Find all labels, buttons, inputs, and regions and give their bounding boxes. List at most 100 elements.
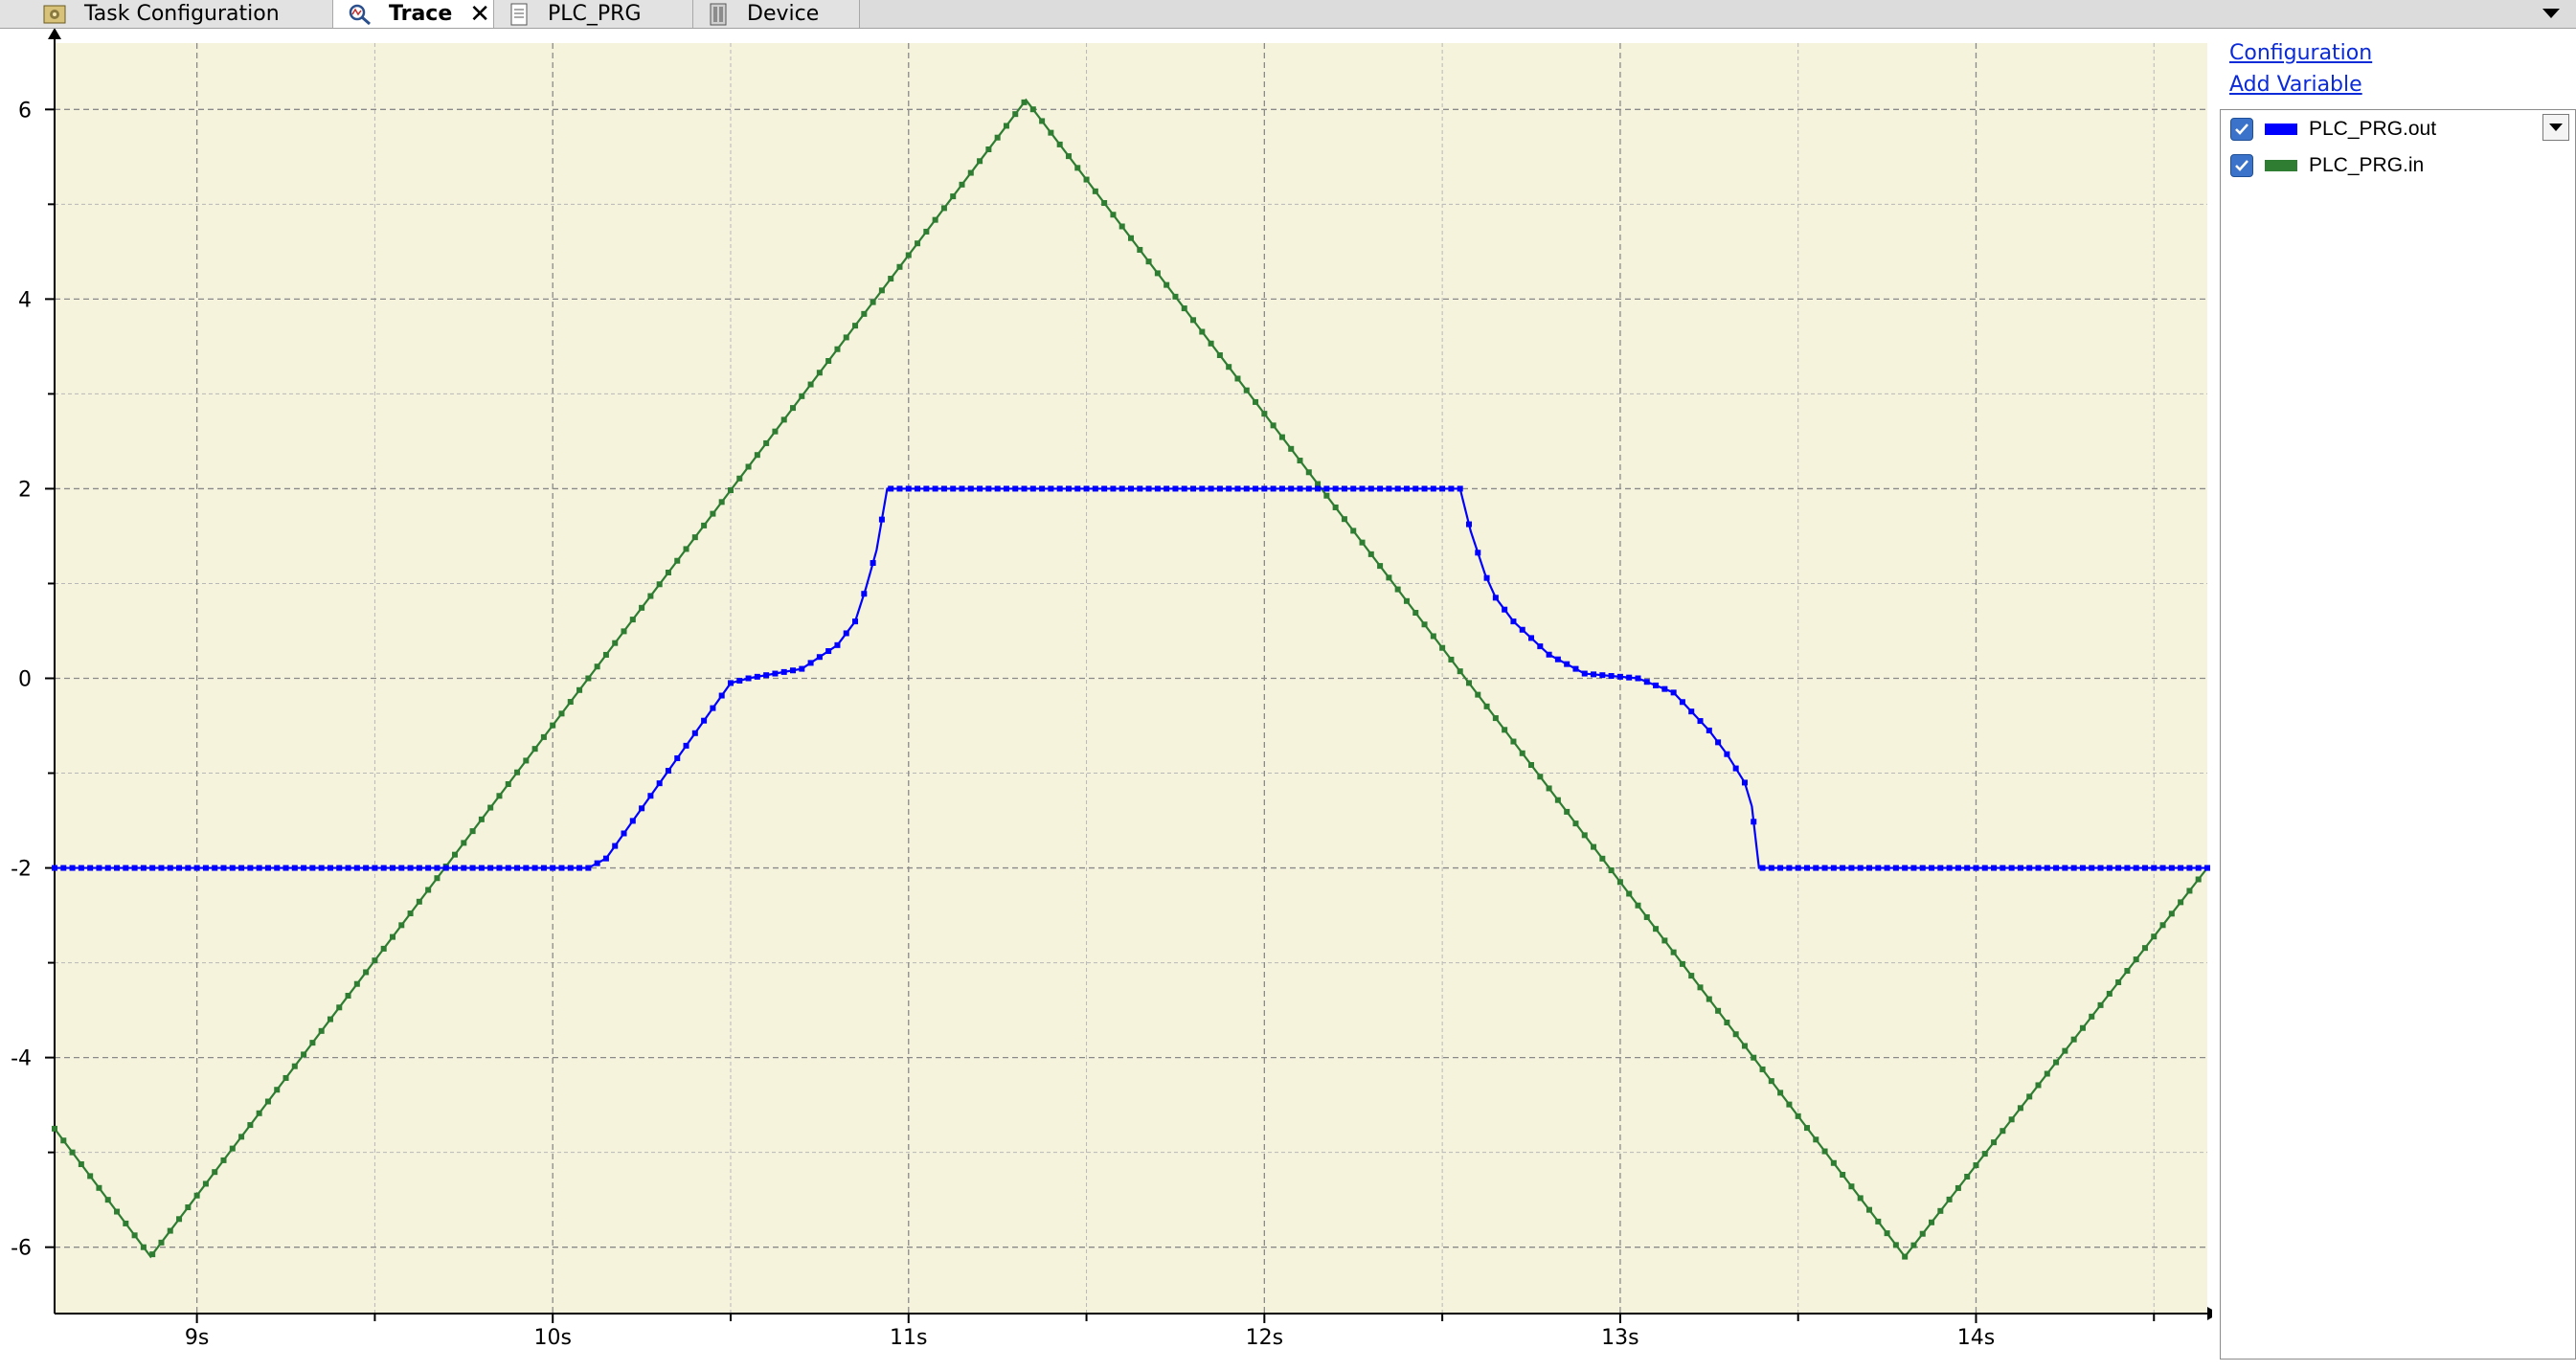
data-point bbox=[1564, 661, 1570, 667]
add-variable-link[interactable]: Add Variable bbox=[2229, 73, 2362, 97]
data-point bbox=[1679, 960, 1685, 967]
data-point bbox=[1350, 528, 1357, 534]
variable-label: PLC_PRG.in bbox=[2309, 154, 2425, 176]
data-point bbox=[1430, 485, 1436, 492]
data-point bbox=[372, 865, 378, 871]
trace-chart[interactable]: 9s 10s 11s 12s 13s 14s -6 -4 -2 0 2 4 6 bbox=[0, 29, 2212, 1371]
data-point bbox=[852, 323, 859, 329]
data-point bbox=[1216, 351, 1223, 358]
data-point bbox=[2035, 1082, 2042, 1089]
x-tick-label: 10s bbox=[533, 1326, 571, 1350]
data-point bbox=[1439, 644, 1446, 651]
data-point bbox=[1857, 865, 1864, 871]
data-point bbox=[2097, 1001, 2104, 1008]
data-point bbox=[1243, 387, 1250, 393]
data-point bbox=[1608, 673, 1615, 680]
data-point bbox=[967, 485, 974, 492]
data-point bbox=[888, 276, 894, 282]
tab-plc-prg[interactable]: PLC_PRG bbox=[494, 0, 693, 28]
data-point bbox=[1591, 843, 1597, 850]
data-point bbox=[131, 1232, 138, 1239]
data-point bbox=[496, 865, 503, 871]
data-point bbox=[2044, 1070, 2050, 1077]
variable-list: PLC_PRG.out PLC_PRG.in bbox=[2220, 109, 2576, 1360]
data-point bbox=[1190, 485, 1197, 492]
data-point bbox=[2168, 910, 2175, 917]
data-point bbox=[780, 668, 787, 675]
data-point bbox=[639, 805, 645, 812]
data-point bbox=[683, 742, 689, 749]
data-point bbox=[1092, 485, 1098, 492]
tab-device[interactable]: Device bbox=[693, 0, 860, 28]
tab-task-configuration[interactable]: Task Configuration bbox=[0, 0, 333, 28]
data-point bbox=[665, 768, 671, 775]
data-point bbox=[1919, 865, 1926, 871]
data-point bbox=[1110, 212, 1117, 218]
data-point bbox=[309, 865, 316, 871]
data-point bbox=[478, 865, 485, 871]
data-point bbox=[1643, 913, 1650, 920]
data-point bbox=[888, 485, 894, 492]
variable-row-in[interactable]: PLC_PRG.in bbox=[2230, 150, 2424, 181]
variable-row-out[interactable]: PLC_PRG.out bbox=[2230, 114, 2436, 145]
tab-label: Trace bbox=[389, 2, 453, 26]
data-point bbox=[567, 865, 574, 871]
data-point bbox=[1305, 485, 1312, 492]
data-point bbox=[2008, 1116, 2015, 1123]
document-icon bbox=[506, 3, 534, 26]
configuration-link[interactable]: Configuration bbox=[2229, 41, 2373, 65]
data-point bbox=[977, 158, 983, 165]
data-point bbox=[1137, 246, 1143, 253]
data-point bbox=[807, 381, 814, 388]
data-point bbox=[291, 1063, 298, 1069]
data-point bbox=[1937, 865, 1944, 871]
data-point bbox=[790, 667, 797, 674]
data-point bbox=[185, 865, 192, 871]
variable-checkbox[interactable] bbox=[2230, 118, 2253, 141]
data-point bbox=[834, 641, 841, 648]
data-point bbox=[1502, 727, 1508, 733]
variable-label: PLC_PRG.out bbox=[2309, 118, 2437, 140]
data-point bbox=[1315, 481, 1322, 487]
data-point bbox=[1929, 865, 1935, 871]
variable-checkbox[interactable] bbox=[2230, 154, 2253, 177]
data-point bbox=[87, 1173, 94, 1180]
data-point bbox=[1226, 364, 1232, 371]
data-point bbox=[1724, 1020, 1730, 1026]
y-tick-label: -6 bbox=[11, 1237, 32, 1261]
data-point bbox=[629, 818, 636, 824]
data-point bbox=[60, 1137, 67, 1144]
data-point bbox=[1821, 1148, 1828, 1155]
data-point bbox=[1830, 1159, 1837, 1166]
data-point bbox=[1465, 521, 1472, 528]
tab-list-dropdown-icon[interactable] bbox=[2540, 3, 2563, 24]
data-point bbox=[469, 828, 476, 835]
data-point bbox=[1661, 686, 1668, 692]
data-point bbox=[621, 628, 627, 635]
data-point bbox=[1813, 1136, 1819, 1143]
data-point bbox=[185, 1204, 192, 1211]
data-point bbox=[1964, 865, 1971, 871]
variable-options-dropdown-icon[interactable] bbox=[2542, 114, 2569, 141]
data-point bbox=[1554, 656, 1561, 663]
data-point bbox=[718, 499, 725, 506]
data-point bbox=[1403, 485, 1410, 492]
data-point bbox=[1403, 597, 1410, 604]
data-point bbox=[639, 604, 645, 611]
data-point bbox=[1172, 485, 1179, 492]
data-point bbox=[2070, 865, 2077, 871]
data-point bbox=[1119, 485, 1125, 492]
data-point bbox=[647, 593, 654, 599]
data-point bbox=[336, 1004, 343, 1011]
x-tick-label: 9s bbox=[185, 1326, 209, 1350]
data-point bbox=[1608, 867, 1615, 874]
data-point bbox=[1786, 865, 1793, 871]
data-point bbox=[1128, 235, 1134, 241]
data-point bbox=[870, 560, 876, 567]
data-point bbox=[2141, 865, 2148, 871]
tab-trace[interactable]: Trace ✕ bbox=[333, 0, 494, 29]
data-point bbox=[202, 1180, 209, 1187]
data-point bbox=[327, 865, 333, 871]
close-tab-icon[interactable]: ✕ bbox=[469, 0, 491, 29]
data-point bbox=[1172, 293, 1179, 300]
